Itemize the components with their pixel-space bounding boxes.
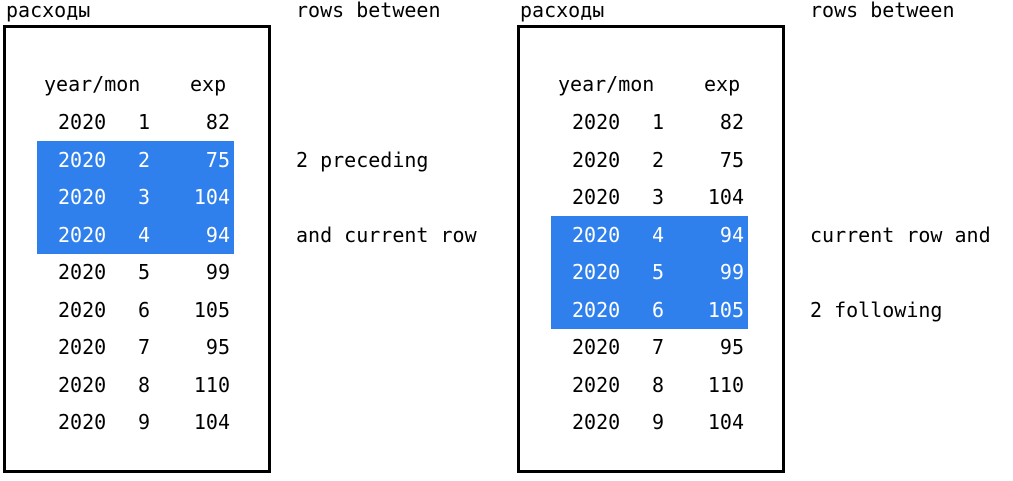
row-year: 2020 bbox=[572, 297, 621, 322]
row-month: 8 bbox=[138, 372, 151, 397]
row-month: 5 bbox=[138, 260, 151, 284]
window-note: 2 preceding bbox=[296, 147, 429, 172]
row-month: 1 bbox=[652, 110, 665, 134]
row-exp: 99 bbox=[205, 260, 230, 284]
left-panel: расходы year/mon exp 2020 1 82 2020 2 75 2020 3… bbox=[0, 0, 500, 481]
row-year: 2020 bbox=[58, 335, 107, 359]
row-exp: 105 bbox=[707, 297, 744, 322]
row-year: 2020 bbox=[58, 372, 107, 397]
row-month: 6 bbox=[652, 297, 665, 322]
row-exp: 104 bbox=[707, 410, 744, 434]
row-year: 2020 bbox=[572, 335, 621, 359]
row-year: 2020 bbox=[572, 185, 621, 209]
row-year: 2020 bbox=[58, 260, 107, 284]
row-year: 2020 bbox=[572, 147, 621, 172]
row-year: 2020 bbox=[58, 222, 107, 247]
row-exp: 110 bbox=[707, 372, 744, 397]
row-month: 8 bbox=[652, 372, 665, 397]
window-note: rows between bbox=[296, 0, 441, 22]
window-note: 2 following bbox=[810, 297, 943, 322]
row-month: 4 bbox=[138, 222, 151, 247]
window-note: rows between bbox=[810, 0, 955, 22]
row-exp: 75 bbox=[205, 147, 230, 172]
row-month: 3 bbox=[652, 185, 665, 209]
row-month: 2 bbox=[652, 147, 665, 172]
row-exp: 105 bbox=[193, 297, 230, 322]
window-frame-highlight bbox=[551, 215, 748, 329]
row-month: 2 bbox=[138, 147, 151, 172]
row-exp: 104 bbox=[707, 185, 744, 209]
row-exp: 94 bbox=[205, 222, 230, 247]
window-frame-highlight bbox=[37, 140, 234, 254]
header-exp: exp bbox=[704, 72, 741, 96]
row-month: 9 bbox=[652, 410, 665, 434]
row-exp: 95 bbox=[205, 335, 230, 359]
row-year: 2020 bbox=[572, 410, 621, 434]
row-year: 2020 bbox=[572, 260, 621, 284]
row-exp: 82 bbox=[205, 110, 230, 134]
window-note: and current row bbox=[296, 222, 477, 247]
row-month: 1 bbox=[138, 110, 151, 134]
window-note: current row and bbox=[810, 222, 991, 247]
row-month: 7 bbox=[138, 335, 151, 359]
table-frame bbox=[517, 25, 785, 473]
row-exp: 95 bbox=[719, 335, 744, 359]
row-exp: 82 bbox=[719, 110, 744, 134]
row-year: 2020 bbox=[58, 185, 107, 209]
row-exp: 110 bbox=[193, 372, 230, 397]
row-year: 2020 bbox=[572, 222, 621, 247]
row-year: 2020 bbox=[572, 372, 621, 397]
row-month: 9 bbox=[138, 410, 151, 434]
row-month: 4 bbox=[652, 222, 665, 247]
table-title: расходы bbox=[6, 0, 91, 22]
row-month: 7 bbox=[652, 335, 665, 359]
row-exp: 104 bbox=[193, 410, 230, 434]
row-month: 5 bbox=[652, 260, 665, 284]
row-exp: 104 bbox=[193, 185, 230, 209]
table-title: расходы bbox=[520, 0, 605, 22]
table-frame bbox=[3, 25, 271, 473]
header-year-mon: year/mon bbox=[558, 72, 655, 96]
row-exp: 75 bbox=[719, 147, 744, 172]
row-year: 2020 bbox=[572, 110, 621, 134]
row-year: 2020 bbox=[58, 110, 107, 134]
row-exp: 99 bbox=[719, 260, 744, 284]
right-panel: расходы year/mon exp 2020 1 82 2020 2 75 2020 3… bbox=[514, 0, 1013, 481]
row-month: 6 bbox=[138, 297, 151, 322]
row-exp: 94 bbox=[719, 222, 744, 247]
row-month: 3 bbox=[138, 185, 151, 209]
header-exp: exp bbox=[190, 72, 227, 96]
header-year-mon: year/mon bbox=[44, 72, 141, 96]
row-year: 2020 bbox=[58, 410, 107, 434]
row-year: 2020 bbox=[58, 297, 107, 322]
row-year: 2020 bbox=[58, 147, 107, 172]
